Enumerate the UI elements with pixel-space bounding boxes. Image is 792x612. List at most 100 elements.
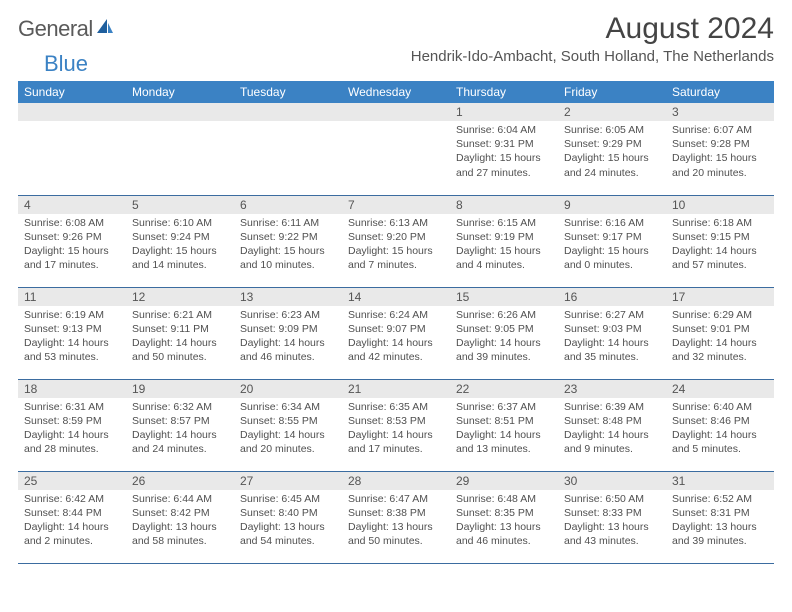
day-details: Sunrise: 6:10 AMSunset: 9:24 PMDaylight:… [126,214,234,277]
calendar-day-cell: 25Sunrise: 6:42 AMSunset: 8:44 PMDayligh… [18,471,126,563]
page-title: August 2024 [411,12,774,46]
day-details: Sunrise: 6:05 AMSunset: 9:29 PMDaylight:… [558,121,666,184]
calendar-day-cell: 15Sunrise: 6:26 AMSunset: 9:05 PMDayligh… [450,287,558,379]
day-number-empty [18,103,126,121]
day-details: Sunrise: 6:13 AMSunset: 9:20 PMDaylight:… [342,214,450,277]
day-number: 30 [558,472,666,490]
calendar-empty-cell [18,103,126,195]
day-details: Sunrise: 6:29 AMSunset: 9:01 PMDaylight:… [666,306,774,369]
calendar-day-cell: 26Sunrise: 6:44 AMSunset: 8:42 PMDayligh… [126,471,234,563]
calendar-day-cell: 12Sunrise: 6:21 AMSunset: 9:11 PMDayligh… [126,287,234,379]
day-details: Sunrise: 6:45 AMSunset: 8:40 PMDaylight:… [234,490,342,553]
calendar-day-cell: 29Sunrise: 6:48 AMSunset: 8:35 PMDayligh… [450,471,558,563]
calendar-week-row: 11Sunrise: 6:19 AMSunset: 9:13 PMDayligh… [18,287,774,379]
day-number: 23 [558,380,666,398]
calendar-empty-cell [126,103,234,195]
day-details: Sunrise: 6:21 AMSunset: 9:11 PMDaylight:… [126,306,234,369]
day-details: Sunrise: 6:15 AMSunset: 9:19 PMDaylight:… [450,214,558,277]
day-details: Sunrise: 6:34 AMSunset: 8:55 PMDaylight:… [234,398,342,461]
day-details: Sunrise: 6:04 AMSunset: 9:31 PMDaylight:… [450,121,558,184]
calendar-day-cell: 5Sunrise: 6:10 AMSunset: 9:24 PMDaylight… [126,195,234,287]
day-number: 5 [126,196,234,214]
calendar-week-row: 1Sunrise: 6:04 AMSunset: 9:31 PMDaylight… [18,103,774,195]
day-number: 1 [450,103,558,121]
day-number: 26 [126,472,234,490]
calendar-day-cell: 7Sunrise: 6:13 AMSunset: 9:20 PMDaylight… [342,195,450,287]
day-number: 21 [342,380,450,398]
day-header: Saturday [666,81,774,103]
calendar-day-cell: 9Sunrise: 6:16 AMSunset: 9:17 PMDaylight… [558,195,666,287]
day-details: Sunrise: 6:35 AMSunset: 8:53 PMDaylight:… [342,398,450,461]
day-number-empty [126,103,234,121]
day-number: 28 [342,472,450,490]
calendar-day-cell: 19Sunrise: 6:32 AMSunset: 8:57 PMDayligh… [126,379,234,471]
day-header: Wednesday [342,81,450,103]
day-details: Sunrise: 6:19 AMSunset: 9:13 PMDaylight:… [18,306,126,369]
logo-sail-icon [95,17,115,35]
logo-text-general: General [18,16,93,42]
calendar-day-cell: 28Sunrise: 6:47 AMSunset: 8:38 PMDayligh… [342,471,450,563]
calendar-day-cell: 23Sunrise: 6:39 AMSunset: 8:48 PMDayligh… [558,379,666,471]
day-number: 13 [234,288,342,306]
day-number-empty [234,103,342,121]
calendar-day-cell: 4Sunrise: 6:08 AMSunset: 9:26 PMDaylight… [18,195,126,287]
calendar-day-cell: 14Sunrise: 6:24 AMSunset: 9:07 PMDayligh… [342,287,450,379]
day-number: 24 [666,380,774,398]
day-details: Sunrise: 6:48 AMSunset: 8:35 PMDaylight:… [450,490,558,553]
calendar-day-cell: 13Sunrise: 6:23 AMSunset: 9:09 PMDayligh… [234,287,342,379]
day-number: 19 [126,380,234,398]
day-number: 31 [666,472,774,490]
calendar-week-row: 18Sunrise: 6:31 AMSunset: 8:59 PMDayligh… [18,379,774,471]
day-header: Tuesday [234,81,342,103]
day-details: Sunrise: 6:24 AMSunset: 9:07 PMDaylight:… [342,306,450,369]
calendar-day-cell: 10Sunrise: 6:18 AMSunset: 9:15 PMDayligh… [666,195,774,287]
day-details: Sunrise: 6:32 AMSunset: 8:57 PMDaylight:… [126,398,234,461]
calendar-day-cell: 8Sunrise: 6:15 AMSunset: 9:19 PMDaylight… [450,195,558,287]
calendar-day-cell: 11Sunrise: 6:19 AMSunset: 9:13 PMDayligh… [18,287,126,379]
day-number: 8 [450,196,558,214]
day-details: Sunrise: 6:07 AMSunset: 9:28 PMDaylight:… [666,121,774,184]
day-details: Sunrise: 6:44 AMSunset: 8:42 PMDaylight:… [126,490,234,553]
calendar-day-cell: 22Sunrise: 6:37 AMSunset: 8:51 PMDayligh… [450,379,558,471]
day-details: Sunrise: 6:52 AMSunset: 8:31 PMDaylight:… [666,490,774,553]
day-header: Thursday [450,81,558,103]
day-number: 14 [342,288,450,306]
day-details: Sunrise: 6:37 AMSunset: 8:51 PMDaylight:… [450,398,558,461]
day-number: 4 [18,196,126,214]
day-header: Monday [126,81,234,103]
calendar-table: SundayMondayTuesdayWednesdayThursdayFrid… [18,81,774,564]
day-details: Sunrise: 6:31 AMSunset: 8:59 PMDaylight:… [18,398,126,461]
calendar-day-cell: 16Sunrise: 6:27 AMSunset: 9:03 PMDayligh… [558,287,666,379]
calendar-day-cell: 24Sunrise: 6:40 AMSunset: 8:46 PMDayligh… [666,379,774,471]
logo: General [18,16,115,42]
calendar-day-cell: 6Sunrise: 6:11 AMSunset: 9:22 PMDaylight… [234,195,342,287]
day-number: 25 [18,472,126,490]
calendar-day-cell: 30Sunrise: 6:50 AMSunset: 8:33 PMDayligh… [558,471,666,563]
day-number: 2 [558,103,666,121]
day-details: Sunrise: 6:23 AMSunset: 9:09 PMDaylight:… [234,306,342,369]
day-number: 16 [558,288,666,306]
day-details: Sunrise: 6:39 AMSunset: 8:48 PMDaylight:… [558,398,666,461]
day-details: Sunrise: 6:50 AMSunset: 8:33 PMDaylight:… [558,490,666,553]
day-number: 17 [666,288,774,306]
calendar-week-row: 4Sunrise: 6:08 AMSunset: 9:26 PMDaylight… [18,195,774,287]
calendar-day-cell: 1Sunrise: 6:04 AMSunset: 9:31 PMDaylight… [450,103,558,195]
day-header-row: SundayMondayTuesdayWednesdayThursdayFrid… [18,81,774,103]
calendar-day-cell: 31Sunrise: 6:52 AMSunset: 8:31 PMDayligh… [666,471,774,563]
day-number-empty [342,103,450,121]
calendar-day-cell: 21Sunrise: 6:35 AMSunset: 8:53 PMDayligh… [342,379,450,471]
calendar-day-cell: 2Sunrise: 6:05 AMSunset: 9:29 PMDaylight… [558,103,666,195]
calendar-day-cell: 18Sunrise: 6:31 AMSunset: 8:59 PMDayligh… [18,379,126,471]
day-details: Sunrise: 6:40 AMSunset: 8:46 PMDaylight:… [666,398,774,461]
calendar-empty-cell [234,103,342,195]
day-number: 15 [450,288,558,306]
calendar-day-cell: 20Sunrise: 6:34 AMSunset: 8:55 PMDayligh… [234,379,342,471]
calendar-day-cell: 27Sunrise: 6:45 AMSunset: 8:40 PMDayligh… [234,471,342,563]
day-details: Sunrise: 6:26 AMSunset: 9:05 PMDaylight:… [450,306,558,369]
day-number: 22 [450,380,558,398]
day-number: 6 [234,196,342,214]
day-details: Sunrise: 6:16 AMSunset: 9:17 PMDaylight:… [558,214,666,277]
day-number: 20 [234,380,342,398]
calendar-day-cell: 17Sunrise: 6:29 AMSunset: 9:01 PMDayligh… [666,287,774,379]
day-number: 18 [18,380,126,398]
